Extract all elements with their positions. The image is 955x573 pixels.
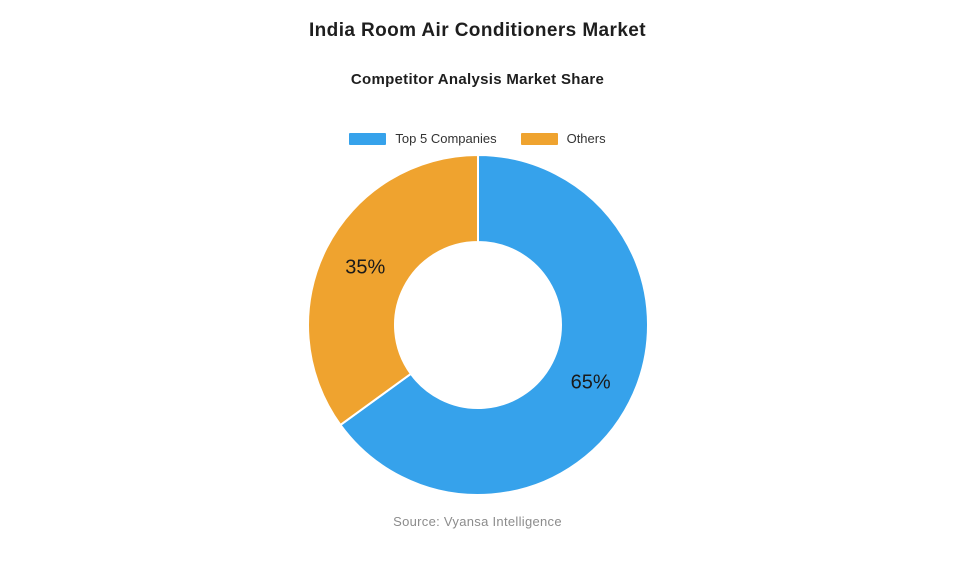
chart-subtitle: Competitor Analysis Market Share <box>350 71 605 88</box>
chart-title: India Room Air Conditioners Market <box>309 20 646 41</box>
legend-swatch-orange <box>520 132 558 145</box>
legend-swatch-blue <box>349 132 387 145</box>
donut-svg: 65% 35% <box>308 155 648 495</box>
donut-slice-others[interactable] <box>308 155 479 426</box>
legend-item-others[interactable]: Others <box>520 131 606 146</box>
legend-item-top-5-companies[interactable]: Top 5 Companies <box>349 131 497 146</box>
slice-data-label: 35% <box>345 257 385 279</box>
legend-label: Others <box>566 131 606 146</box>
donut-slice-top-5-companies[interactable] <box>339 155 648 495</box>
slice-data-label: 65% <box>571 371 611 393</box>
legend-label: Top 5 Companies <box>395 131 497 146</box>
source-note: Source: Vyansa Intelligence <box>393 514 562 529</box>
chart-legend: Top 5 Companies Others <box>0 131 955 146</box>
donut-chart: 65% 35% <box>308 155 648 495</box>
